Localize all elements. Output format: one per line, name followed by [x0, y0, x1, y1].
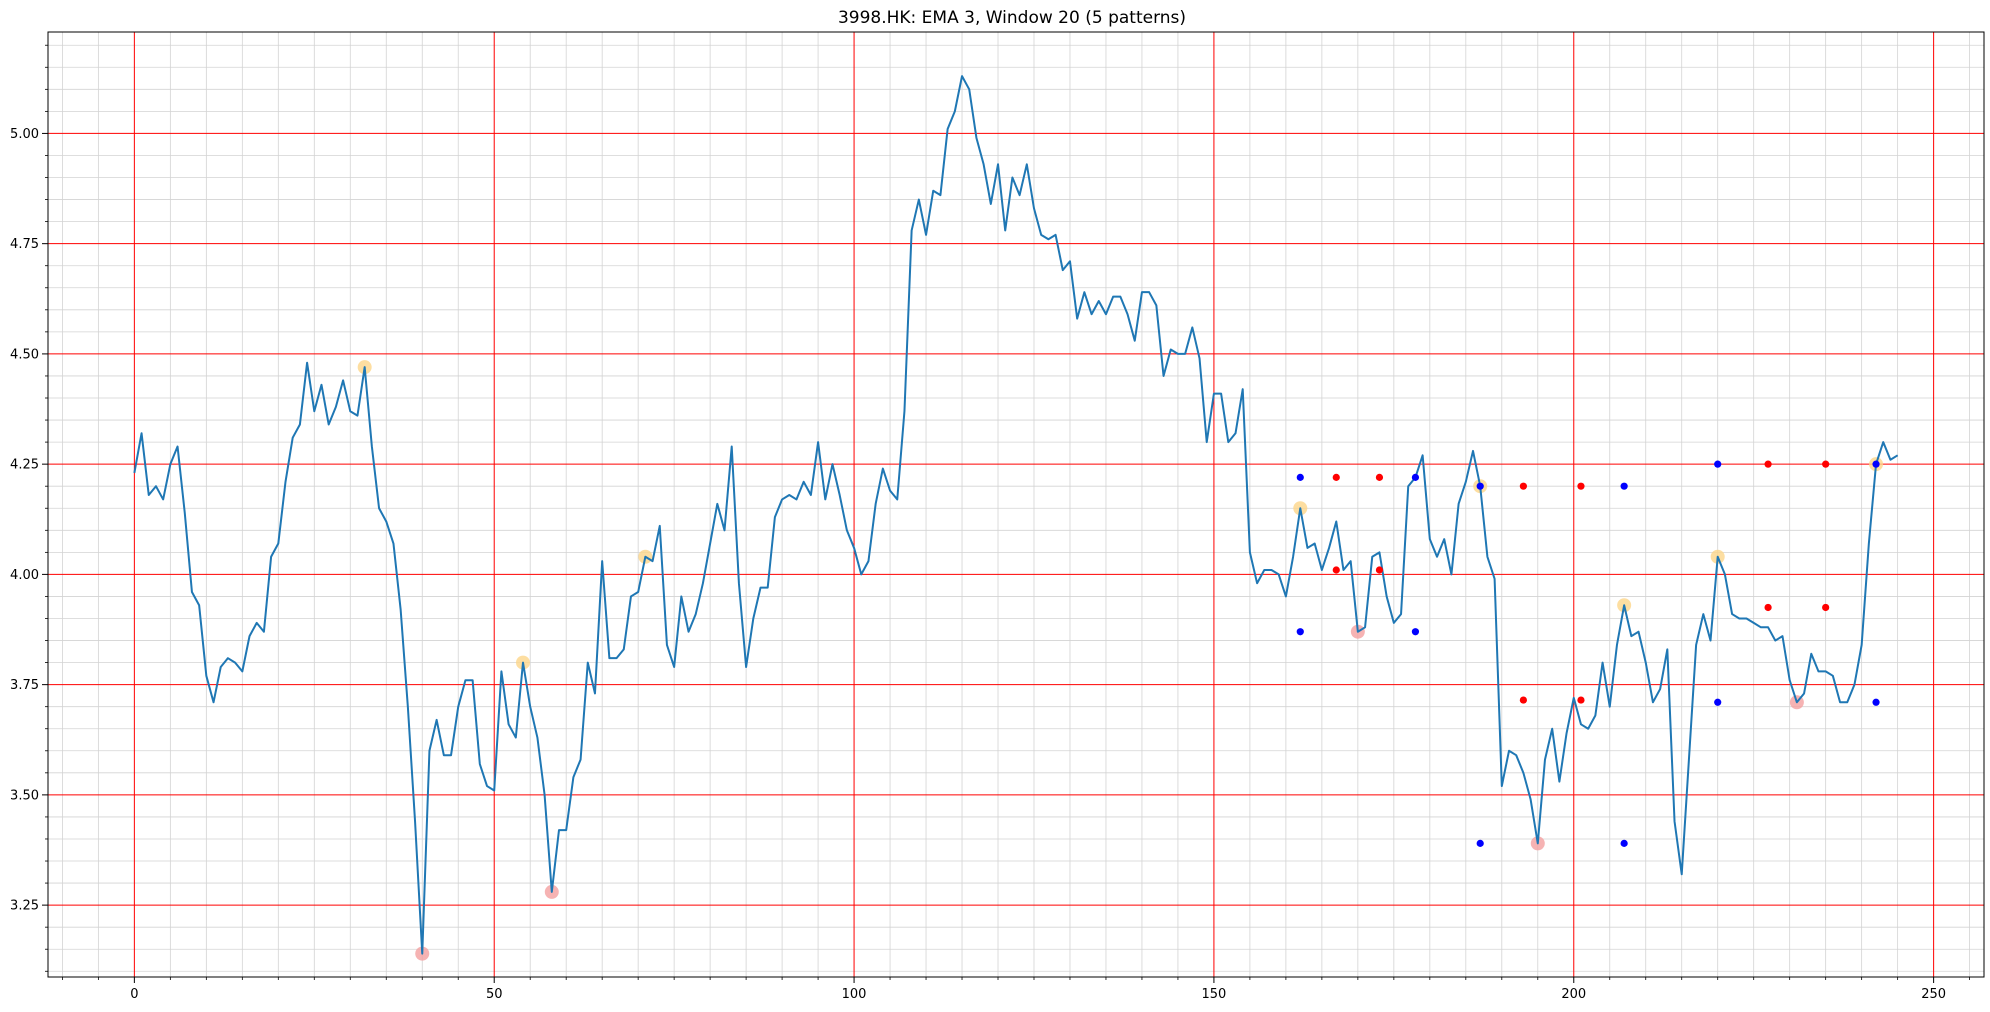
x-tick-label: 50: [486, 987, 503, 1002]
y-tick-label: 4.50: [10, 347, 39, 362]
y-tick-label: 4.00: [10, 568, 39, 583]
blue-dot: [1714, 698, 1722, 706]
red-dot: [1764, 603, 1772, 612]
red-dot: [1519, 482, 1527, 490]
red-dot: [1332, 566, 1340, 574]
minor-grid: [48, 32, 1984, 977]
y-tick-label: 4.25: [10, 458, 39, 473]
x-tick-label: 100: [842, 987, 867, 1002]
series-line: [133, 75, 1899, 955]
blue-dot: [1296, 473, 1304, 481]
red-dot: [1822, 603, 1830, 612]
x-tick-label: 150: [1202, 987, 1227, 1002]
series-lines: [133, 75, 1899, 955]
y-tick-label: 5.00: [10, 127, 39, 142]
blue-dot: [1620, 839, 1628, 847]
blue-dot: [1714, 460, 1722, 468]
y-tick-label: 4.75: [10, 237, 39, 252]
x-tick-label: 250: [1921, 987, 1946, 1002]
blue-dot: [1411, 473, 1420, 481]
blue-dot: [1620, 482, 1628, 490]
y-axis: 3.25 3.50 3.75 4.00 4.25 4.50 4.75 5.00: [10, 44, 48, 972]
blue-dot: [1476, 482, 1484, 490]
red-dot: [1764, 460, 1772, 468]
blue-dot: [1872, 460, 1880, 468]
red-dot: [1332, 473, 1340, 481]
blue-dot: [1476, 839, 1484, 847]
red-dot: [1577, 482, 1585, 490]
blue-dot: [1296, 628, 1304, 636]
red-dot: [1375, 566, 1384, 574]
y-tick-label: 3.50: [10, 788, 39, 803]
chart-title: 3998.HK: EMA 3, Window 20 (5 patterns): [838, 8, 1186, 28]
blue-dot: [1872, 698, 1880, 706]
red-dot: [1577, 696, 1585, 704]
x-tick-label: 0: [130, 987, 138, 1002]
red-dot: [1822, 460, 1830, 468]
blue-dot: [1411, 628, 1420, 636]
y-tick-label: 3.75: [10, 678, 39, 693]
red-dot: [1375, 473, 1384, 481]
x-axis: 0 50 100 150 200 250: [61, 977, 1971, 1002]
plot-frame: [47, 31, 1985, 978]
pattern-dots: [1296, 460, 1880, 847]
x-tick-label: 200: [1561, 987, 1586, 1002]
y-tick-label: 3.25: [10, 899, 39, 914]
red-dot: [1519, 696, 1527, 704]
